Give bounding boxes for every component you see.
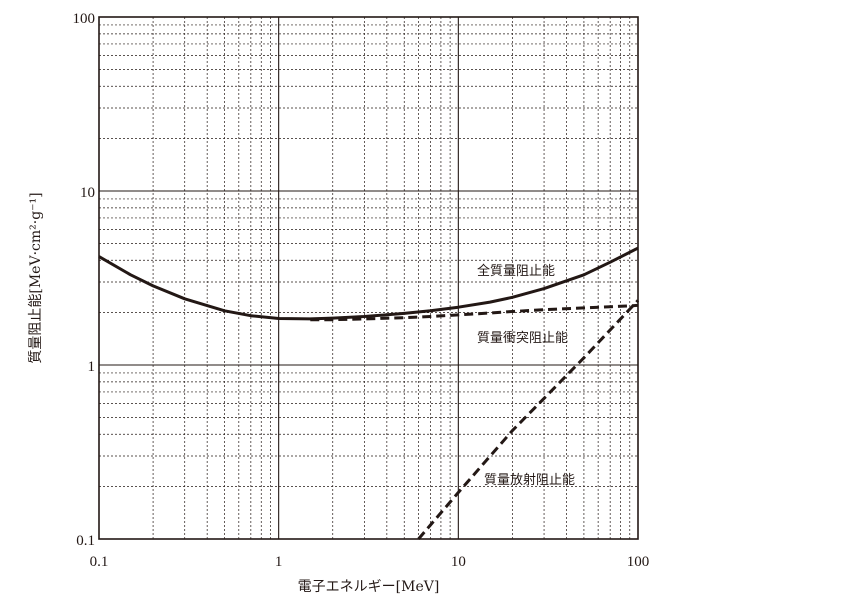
y-tick-label-1: 1 [88,359,96,375]
x-tick-label-0.1: 0.1 [90,554,109,570]
y-tick-label-0.1: 0.1 [76,533,95,549]
x-axis-label: 電子エネルギー[MeV] [298,579,440,595]
series-line-2 [417,299,640,540]
series-line-0 [98,246,639,321]
series-layer [98,246,640,540]
series-label-collision: 質量衝突阻止能 [477,330,568,346]
y-tick-label-10: 10 [80,185,95,201]
y-tick-label-100: 100 [73,11,96,27]
series-label-radiative: 質量放射阻止能 [484,472,575,488]
series-line-1 [310,303,639,322]
plot-frame [98,16,639,540]
major-grid [99,17,638,539]
x-tick-label-100: 100 [627,554,650,570]
minor-grid [99,17,638,539]
x-tick-label-10: 10 [451,554,466,570]
series-label-total: 全質量阻止能 [477,263,555,279]
x-tick-label-1: 1 [275,554,283,570]
y-axis-label: 質量阻止能[MeV·cm²·g⁻¹] [28,192,44,363]
